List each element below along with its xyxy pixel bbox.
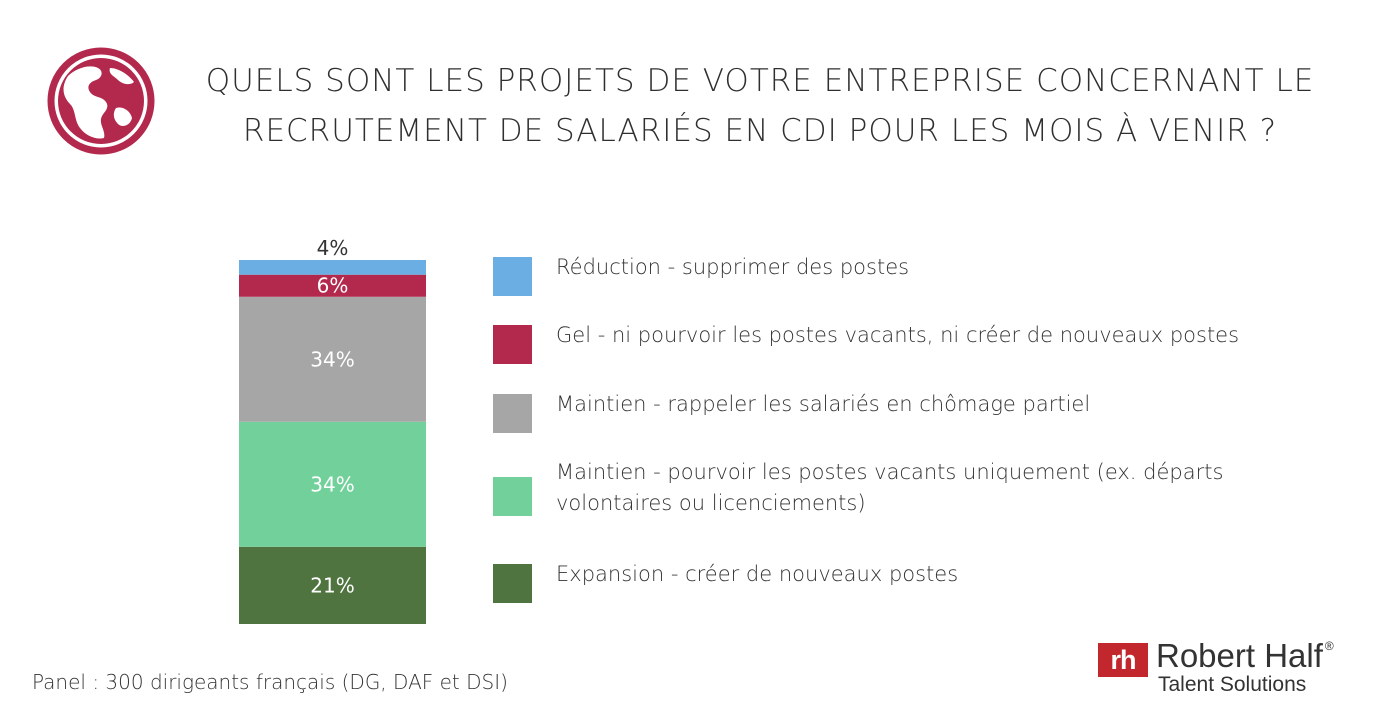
legend-label-expansion: Expansion - créer de nouveaux postes [556,562,959,586]
legend-swatch-expansion [493,564,532,603]
legend-swatch-gel [493,325,532,364]
panel-note: Panel : 300 dirigeants français (DG, DAF… [32,670,508,694]
logo-subtitle: Talent Solutions [1158,673,1307,696]
bar-segment-expansion [239,546,426,624]
legend-label-maintien-pourvoir: Maintien - pourvoir les postes vacants u… [556,460,1224,515]
legend-item-expansion: Expansion - créer de nouveaux postes [493,559,1276,603]
data-label-maintien-rappel: 34% [310,347,354,371]
title-line-2: RECRUTEMENT DE SALARIÉS EN CDI POUR LES … [242,113,1278,149]
legend-swatch-reduction [493,257,532,296]
legend-item-maintien-pourvoir: Maintien - pourvoir les postes vacants u… [493,457,1256,519]
legend-label-reduction: Réduction - supprimer des postes [556,255,910,279]
legend-item-gel: Gel - ni pourvoir les postes vacants, ni… [493,320,1276,364]
legend-item-maintien-rappel: Maintien - rappeler les salariés en chôm… [493,389,1276,433]
logo-mark: rh [1098,643,1148,677]
bar-segment-maintien-rappel [239,296,426,422]
legend-swatch-maintien-rappel [493,394,532,433]
legend-swatch-maintien-pourvoir [493,477,532,516]
logo-name-text: Robert Half [1156,637,1323,674]
robert-half-logo: rh Robert Half ® Talent Solutions [1098,637,1368,700]
globe-icon [47,47,155,155]
logo-registered: ® [1324,639,1334,653]
bar-segment-maintien-pourvoir [239,421,426,547]
chart-title: QUELS SONT LES PROJETS DE VOTRE ENTREPRI… [175,56,1345,156]
stacked-bar-chart: 21% 34% 34% 6% 4% [239,236,426,624]
title-line-1: QUELS SONT LES PROJETS DE VOTRE ENTREPRI… [205,63,1315,99]
legend-label-gel: Gel - ni pourvoir les postes vacants, ni… [556,323,1240,347]
legend-label-maintien-rappel: Maintien - rappeler les salariés en chôm… [556,392,1091,416]
data-label-maintien-pourvoir: 34% [310,472,354,496]
bar-segment-reduction [239,260,426,275]
logo-name: Robert Half ® [1156,637,1334,675]
data-label-gel: 6% [317,274,349,298]
data-label-reduction: 4% [317,236,349,260]
data-label-expansion: 21% [310,573,354,597]
bar-segment-gel [239,274,426,297]
legend-item-reduction: Réduction - supprimer des postes [493,252,1276,296]
